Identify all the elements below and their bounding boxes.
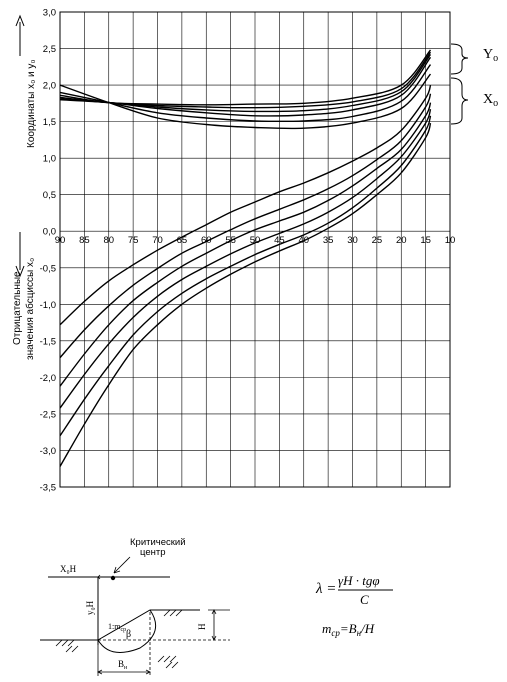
series-line-g0-s0 <box>59 49 432 106</box>
y-tick-label: 0,5 <box>43 190 56 201</box>
x-tick-label: 25 <box>372 235 383 246</box>
series-line-g2-s5 <box>59 122 432 467</box>
series-line-g1-s1 <box>59 64 432 123</box>
y-axis-negative-label-line2: значения абсциссы x₀ <box>24 258 36 360</box>
lambda-formula: λ = γH · tgφ C <box>315 573 393 607</box>
yo-h-label: y₀H <box>85 600 95 615</box>
x-axis-ticks: 90 85 80 75 70 65 60 55 50 45 40 35 30 25 20 15 10 <box>55 235 456 246</box>
series-line-g1-s0 <box>59 56 432 117</box>
lambda-numerator: γH · tgφ <box>338 573 380 588</box>
x-tick-label: 15 <box>420 235 431 246</box>
y-tick-label: 0,0 <box>43 227 56 238</box>
series-line-g0-s1 <box>59 51 432 109</box>
xo-brace <box>450 77 469 125</box>
series-line-g1-s2 <box>59 73 432 130</box>
y-axis-label: Координаты x₀ и y₀ <box>26 59 37 148</box>
yo-brace <box>450 43 469 75</box>
beta-label: β <box>126 629 131 640</box>
xo-h-label: X₀H <box>60 564 77 574</box>
svg-text:λ =: λ = <box>315 581 336 597</box>
h-label: H <box>197 623 207 630</box>
y-tick-label: 1,0 <box>43 154 56 165</box>
x-tick-label: 20 <box>396 235 407 246</box>
x-tick-label: 85 <box>79 235 90 246</box>
y-tick-label: -2,0 <box>40 373 56 384</box>
lambda-denominator: C <box>360 592 369 607</box>
y-tick-label: -3,0 <box>40 446 56 457</box>
slope-ratio-label: 1:mср <box>108 622 126 633</box>
series-line-g2-s3 <box>59 108 432 409</box>
y-tick-label: 2,5 <box>43 44 56 55</box>
x-tick-label: 50 <box>250 235 261 246</box>
y-tick-label: -0,5 <box>40 263 56 274</box>
xo-label: Xo <box>483 92 498 109</box>
x-tick-label: 90 <box>55 235 66 246</box>
series-line-g2-s4 <box>59 115 432 437</box>
y-axis-ticks: 3,0 2,5 2,0 1,5 1,0 0,5 0,0 -0,5 -1,0 -1,5 -2,0 -2,… <box>40 8 56 494</box>
y-axis-negative-label-line1: Отрицательные <box>12 271 23 345</box>
slope-sketch: Критический центр X₀H y₀H 1:mср β H Bн <box>40 537 230 676</box>
x-tick-label: 60 <box>201 235 212 246</box>
y-tick-label: -1,5 <box>40 336 56 347</box>
critical-center-label-1: Критический <box>130 537 186 548</box>
series-line-g2-s2 <box>59 102 432 387</box>
plot-frame <box>59 11 451 488</box>
m-formula: mср=Bн/H <box>322 621 375 638</box>
y-tick-label: -2,5 <box>40 409 56 420</box>
x-tick-label: 45 <box>274 235 285 246</box>
x-tick-label: 70 <box>152 235 163 246</box>
yo-label: Yo <box>483 47 498 64</box>
grid <box>59 11 451 488</box>
y-tick-label: -1,0 <box>40 300 56 311</box>
x-tick-label: 80 <box>103 235 114 246</box>
b-label: Bн <box>118 659 128 671</box>
curves <box>59 49 432 467</box>
y-tick-label: 2,0 <box>43 81 56 92</box>
y-tick-label: 1,5 <box>43 117 56 128</box>
x-tick-label: 35 <box>323 235 334 246</box>
lower-axis-arrow <box>15 232 25 278</box>
x-tick-label: 30 <box>347 235 358 246</box>
critical-center-point <box>110 575 116 581</box>
x-tick-label: 75 <box>128 235 139 246</box>
x-tick-label: 65 <box>177 235 188 246</box>
y-tick-label: 3,0 <box>43 8 56 19</box>
series-line-g2-s1 <box>59 93 432 359</box>
critical-center-label-2: центр <box>140 547 166 558</box>
series-line-g2-s0 <box>59 84 432 326</box>
upper-axis-arrow <box>15 14 25 56</box>
x-tick-label: 10 <box>445 235 456 246</box>
y-tick-label: -3,5 <box>40 483 56 494</box>
